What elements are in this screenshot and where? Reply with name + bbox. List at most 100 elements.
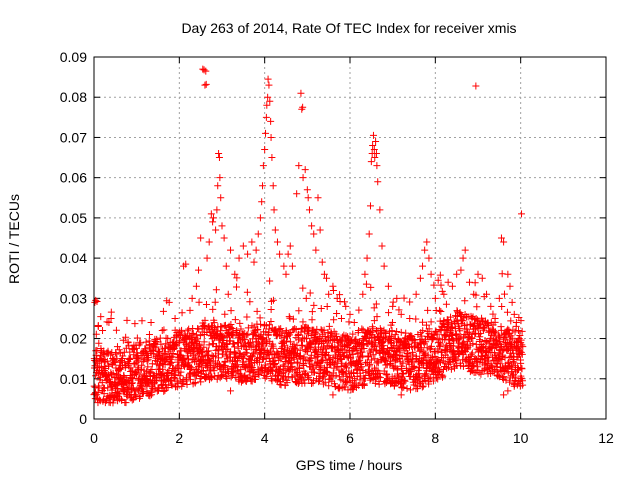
- roti-point: [248, 238, 256, 246]
- roti-point: [138, 317, 146, 325]
- roti-point: [193, 335, 201, 343]
- roti-point: [224, 290, 232, 298]
- roti-point: [404, 349, 412, 357]
- roti-point: [474, 270, 482, 278]
- roti-point: [358, 348, 366, 356]
- roti-point: [286, 338, 294, 346]
- roti-point: [216, 174, 224, 182]
- roti-point: [500, 391, 508, 399]
- roti-point: [246, 298, 254, 306]
- roti-point: [147, 318, 155, 326]
- roti-point: [412, 315, 420, 323]
- roti-point: [221, 362, 229, 370]
- roti-point: [288, 262, 296, 270]
- y-tick-label: 0.03: [60, 290, 87, 306]
- roti-point: [242, 349, 250, 357]
- roti-point: [209, 214, 217, 222]
- x-tick-label: 8: [431, 430, 439, 446]
- roti-point: [248, 353, 256, 361]
- roti-point: [263, 101, 271, 109]
- roti-point: [441, 359, 449, 367]
- y-tick-label: 0.05: [60, 210, 87, 226]
- y-tick-label: 0: [79, 411, 87, 427]
- roti-point: [469, 340, 477, 348]
- roti-point: [243, 349, 251, 357]
- roti-point: [215, 354, 223, 362]
- roti-point: [303, 334, 311, 342]
- roti-point: [167, 353, 175, 361]
- roti-point: [442, 300, 450, 308]
- roti-point: [145, 378, 153, 386]
- roti-point: [400, 294, 408, 302]
- roti-point: [338, 384, 346, 392]
- roti-point: [198, 367, 206, 375]
- roti-point: [267, 318, 275, 326]
- roti-point: [249, 341, 257, 349]
- roti-point: [369, 141, 377, 149]
- roti-point: [360, 381, 368, 389]
- roti-point: [518, 327, 526, 335]
- roti-point: [303, 372, 311, 380]
- roti-point: [201, 81, 209, 89]
- roti-point: [220, 333, 228, 341]
- roti-point: [99, 327, 107, 335]
- roti-point: [269, 182, 277, 190]
- roti-point: [94, 321, 102, 329]
- roti-point: [323, 274, 331, 282]
- roti-point: [342, 302, 350, 310]
- roti-point: [133, 334, 141, 342]
- roti-point: [126, 364, 134, 372]
- roti-point: [93, 298, 101, 306]
- roti-point: [416, 274, 424, 282]
- roti-point: [231, 270, 239, 278]
- roti-point: [388, 327, 396, 335]
- roti-point: [191, 379, 199, 387]
- roti-point: [210, 367, 218, 375]
- roti-point: [126, 354, 134, 362]
- roti-point: [252, 246, 260, 254]
- roti-point: [168, 381, 176, 389]
- roti-point: [365, 352, 373, 360]
- roti-point: [221, 321, 229, 329]
- roti-point: [299, 174, 307, 182]
- roti-point: [414, 385, 422, 393]
- roti-point: [378, 242, 386, 250]
- roti-point: [241, 336, 249, 344]
- roti-point: [440, 290, 448, 298]
- roti-point: [391, 331, 399, 339]
- roti-point: [427, 318, 435, 326]
- roti-point: [209, 364, 217, 372]
- roti-point: [221, 310, 229, 318]
- roti-point: [265, 349, 273, 357]
- roti-point: [435, 334, 443, 342]
- roti-point: [169, 349, 177, 357]
- roti-point: [367, 283, 375, 291]
- roti-point: [346, 310, 354, 318]
- roti-point: [426, 346, 434, 354]
- roti-point: [466, 335, 474, 343]
- roti-point: [113, 381, 121, 389]
- roti-point: [308, 222, 316, 230]
- chart-title: Day 263 of 2014, Rate Of TEC Index for r…: [181, 20, 516, 36]
- roti-point: [243, 313, 251, 321]
- roti-point: [494, 371, 502, 379]
- roti-point: [439, 372, 447, 380]
- roti-point: [191, 336, 199, 344]
- roti-point: [115, 346, 123, 354]
- roti-point: [356, 357, 364, 365]
- roti-point: [323, 303, 331, 311]
- roti-point: [264, 93, 272, 101]
- roti-point: [116, 365, 124, 373]
- roti-point: [194, 325, 202, 333]
- roti-point: [264, 75, 272, 83]
- roti-point: [403, 385, 411, 393]
- roti-point: [289, 315, 297, 323]
- roti-point: [104, 384, 112, 392]
- roti-point: [306, 289, 314, 297]
- roti-point: [301, 166, 309, 174]
- roti-point: [364, 353, 372, 361]
- roti-point: [200, 66, 208, 74]
- roti-point: [262, 129, 270, 137]
- roti-point: [337, 314, 345, 322]
- roti-point: [325, 382, 333, 390]
